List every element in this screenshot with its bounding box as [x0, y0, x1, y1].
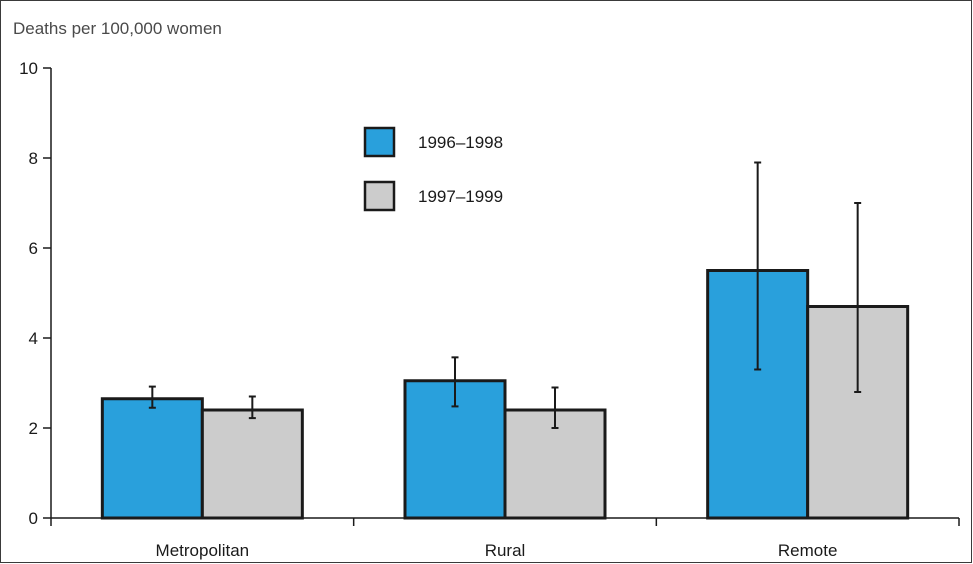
- bar: [200, 408, 304, 520]
- bar: [100, 397, 204, 520]
- legend-label: 1996–1998: [418, 133, 503, 152]
- legend-swatch: [363, 180, 396, 212]
- x-tick-label: Rural: [485, 541, 526, 560]
- y-tick-label: 2: [29, 419, 38, 438]
- x-tick-label: Remote: [778, 541, 838, 560]
- legend-swatch: [363, 126, 396, 158]
- legend-label: 1997–1999: [418, 187, 503, 206]
- y-tick-label: 8: [29, 149, 38, 168]
- y-tick-label: 6: [29, 239, 38, 258]
- y-axis-title: Deaths per 100,000 women: [13, 19, 222, 38]
- y-tick-label: 4: [29, 329, 38, 348]
- x-tick-label: Metropolitan: [156, 541, 250, 560]
- y-tick-label: 10: [19, 59, 38, 78]
- y-tick-label: 0: [29, 509, 38, 528]
